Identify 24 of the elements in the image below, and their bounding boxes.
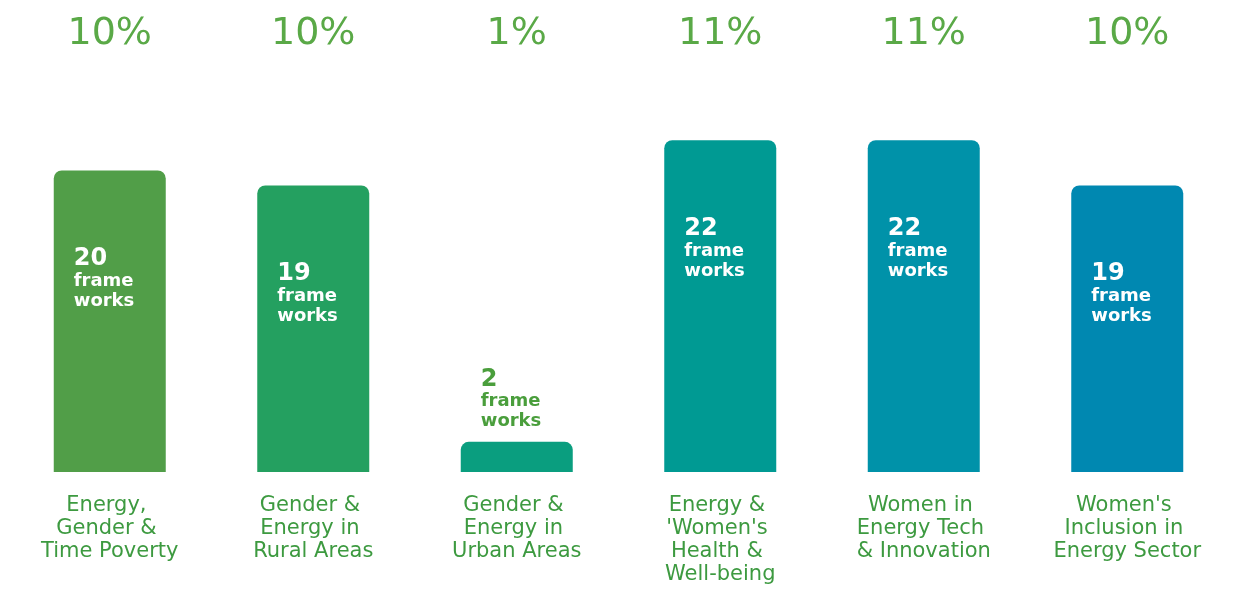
x-tick-label: Energy & 'Women's Health & Well-being: [665, 491, 776, 585]
bar: [257, 185, 370, 472]
text: 11%: [881, 9, 966, 53]
text: 10%: [67, 9, 152, 53]
text: 10%: [271, 9, 356, 53]
data-label: 19 frame works: [277, 258, 338, 325]
bar: [664, 140, 777, 472]
x-tick-label: Gender & Energy in Urban Areas: [452, 491, 582, 562]
bar: [460, 441, 573, 472]
data-label: 20 frame works: [73, 243, 135, 310]
data-label: 19 frame works: [1091, 258, 1152, 325]
x-tick-label: Gender & Energy in Rural Areas: [253, 491, 374, 562]
text: 11%: [678, 9, 763, 53]
bar: [1071, 185, 1184, 472]
x-tick-label: Women in Energy Tech & Innovation: [856, 491, 991, 562]
x-tick-label: Energy, Gender & Time Poverty: [40, 491, 179, 562]
data-label: 22 frame works: [887, 213, 949, 280]
bar: [53, 170, 166, 472]
x-tick-label: Women's Inclusion in Energy Sector: [1053, 491, 1202, 562]
text: 1%: [486, 9, 547, 53]
text: 10%: [1085, 9, 1170, 53]
data-label: 2 frame works: [480, 363, 542, 431]
data-label: 22 frame works: [684, 213, 745, 280]
bar: [867, 140, 980, 472]
